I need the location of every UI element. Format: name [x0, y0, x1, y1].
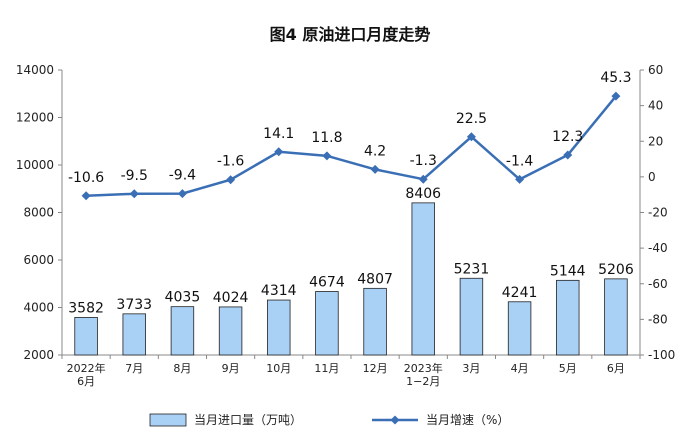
line-series: -10.6 -9.5 -9.4 -1.6 14.1 11.8 4.2 -1.3 22.5 -1.4…	[68, 70, 632, 201]
y-right-tick-label: -20	[648, 206, 668, 220]
bar-data-label: 4674	[309, 274, 345, 290]
line-data-label: 22.5	[456, 111, 487, 127]
x-tick-label: 2022年 6月	[67, 361, 106, 388]
y-right-tick-label: -100	[648, 348, 675, 362]
bar	[459, 277, 484, 356]
line-data-label: 11.8	[311, 130, 342, 146]
line-point	[611, 91, 621, 101]
bar-data-label: 4035	[165, 290, 201, 306]
bar-data-label: 4024	[213, 290, 249, 306]
bar-data-label: 5231	[454, 261, 490, 277]
y-left-tick-label: 8000	[23, 206, 54, 220]
line-point	[322, 151, 332, 161]
bar	[363, 287, 387, 356]
line-data-label: -9.5	[121, 168, 148, 184]
x-tick-label: 5月	[559, 362, 577, 375]
line-point	[81, 191, 91, 201]
bar	[507, 301, 532, 356]
y-right-tick-label: -60	[648, 277, 668, 291]
bar	[74, 317, 98, 356]
line-point	[515, 174, 525, 184]
line-data-label: -1.4	[506, 153, 533, 169]
growth-line	[86, 95, 617, 198]
bar-data-label: 4807	[357, 271, 393, 287]
line-point	[563, 150, 573, 160]
x-tick-label: 8月	[173, 362, 191, 375]
axes: 2000 4000 6000 8000 10000 12000 14000 -100 -80 -6…	[16, 63, 675, 388]
bar	[218, 306, 243, 356]
line-data-label: 4.2	[364, 143, 386, 159]
y-left-tick-label: 4000	[23, 301, 54, 315]
bar-data-label: 5206	[598, 262, 634, 278]
y-right-tick-label: -80	[648, 312, 668, 326]
x-tick-label: 6月	[607, 362, 625, 375]
y-right-tick-label: 20	[648, 134, 663, 148]
bar-data-label: 3582	[68, 300, 104, 316]
legend-bar-swatch	[149, 413, 187, 427]
line-point	[418, 174, 428, 184]
bar	[267, 299, 291, 356]
bar	[604, 278, 628, 356]
bar-series: 3582 3733 4035 4024 4314 4674 4807 8406 5231 4241…	[68, 186, 634, 356]
y-left-tick-label: 14000	[16, 63, 54, 77]
y-right-tick-label: 0	[648, 170, 656, 184]
line-point	[226, 175, 236, 185]
x-tick-label: 3月	[462, 362, 480, 375]
bar	[411, 202, 435, 356]
x-tick-label: 4月	[511, 362, 529, 375]
x-tick-label: 11月	[314, 362, 339, 375]
bar-data-label: 5144	[550, 263, 586, 279]
line-point	[274, 147, 284, 157]
y-left-tick-label: 10000	[16, 158, 54, 172]
y-right-tick-label: 40	[648, 99, 663, 113]
bar	[170, 306, 195, 356]
y-right-tick-label: -40	[648, 241, 668, 255]
legend-line-marker	[390, 415, 400, 425]
bar-data-label: 4314	[261, 283, 297, 299]
line-data-label: -1.3	[410, 153, 437, 169]
line-data-label: 12.3	[552, 129, 583, 145]
legend-line-label: 当月增速（%）	[426, 413, 509, 427]
line-point	[466, 132, 476, 142]
bar	[556, 279, 580, 356]
line-data-label: -1.6	[217, 154, 244, 170]
y-left-tick-label: 6000	[23, 253, 54, 267]
x-tick-label: 10月	[266, 362, 291, 375]
y-right-tick-label: 60	[648, 63, 663, 77]
legend-bar-label: 当月进口量（万吨）	[194, 413, 302, 427]
line-data-label: -10.6	[68, 170, 104, 186]
bar-data-label: 8406	[405, 186, 441, 202]
line-data-label: 45.3	[600, 70, 631, 86]
y-left-tick-label: 2000	[23, 348, 54, 362]
bar	[315, 291, 339, 356]
line-point	[177, 189, 187, 199]
bar-data-label: 3733	[116, 297, 152, 313]
x-tick-label: 9月	[222, 362, 240, 375]
x-tick-label: 12月	[363, 362, 388, 375]
line-data-label: -9.4	[169, 168, 196, 184]
y-left-tick-label: 12000	[16, 111, 54, 125]
bar-data-label: 4241	[502, 285, 538, 301]
bar	[122, 313, 146, 356]
x-tick-label: 7月	[125, 362, 143, 375]
chart-title: 图4 原油进口月度走势	[270, 25, 431, 44]
x-tick-label: 2023年 1−2月	[404, 361, 443, 388]
line-data-label: 14.1	[263, 126, 294, 142]
line-point	[129, 189, 139, 199]
line-point	[370, 164, 380, 174]
legend: 当月进口量（万吨） 当月增速（%）	[149, 413, 509, 427]
